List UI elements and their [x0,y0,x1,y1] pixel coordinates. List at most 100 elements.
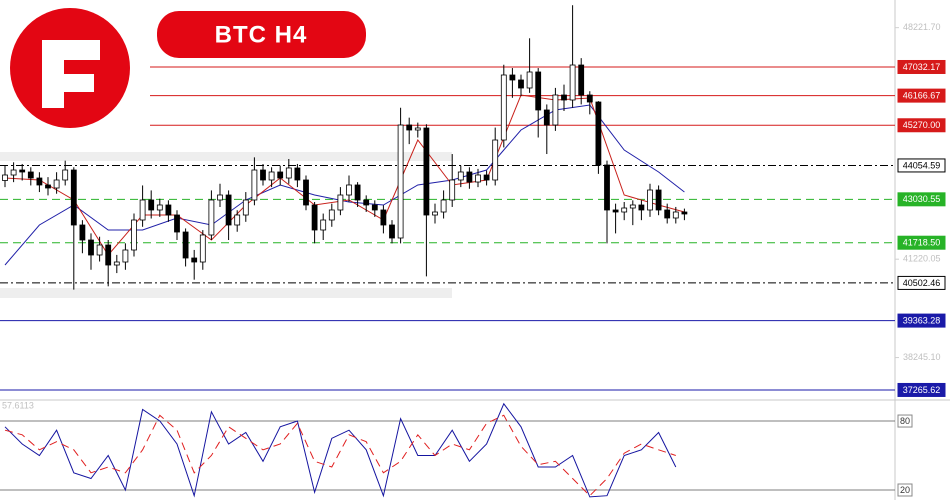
level-label: 45270.00 [903,120,941,130]
candle-body [492,139,499,181]
candle-body [586,94,593,103]
y-tick-label: 80 [900,416,910,426]
level-label: 40502.46 [903,278,941,288]
zone-band [0,152,452,161]
candle-body [131,219,137,251]
candle-body [27,171,34,179]
candle-body [191,257,198,263]
candle-body [277,171,284,179]
candle-body [165,204,172,216]
candle-body [122,249,129,263]
candle-body [96,244,103,256]
candle-body [681,211,688,215]
candle-body [440,199,447,213]
candle-body [406,124,413,131]
candle-body [174,214,180,233]
candle-body [260,169,266,181]
candle-body [655,189,662,211]
y-tick-label: 38245.10 [903,352,941,362]
candle-body [234,214,241,226]
candle-body [500,74,507,141]
candle-body [328,209,335,221]
candle-body [337,194,344,211]
candle-body [604,164,610,211]
candle-body [10,169,17,176]
oscillator-line [4,402,677,498]
candle-body [88,239,94,256]
candle-body [294,167,301,181]
level-label-box [897,275,946,290]
candle-body [371,204,378,211]
candle-body [156,204,163,211]
level-label: 37265.62 [903,385,941,395]
tick-box [897,414,913,428]
candle-body [552,94,559,126]
title-pill [157,11,366,58]
oscillator-line [4,414,676,497]
candle-body [363,199,370,206]
candle-body [414,127,421,131]
candle-body [36,177,43,186]
candle-body [561,94,567,101]
candle-body [397,124,404,239]
candle-body [509,74,516,81]
candle-body [595,101,602,166]
candle-body [672,211,679,219]
level-label-box [897,158,946,173]
indicator-value: 57.6113 [2,400,34,410]
candle-body [285,167,292,179]
level-label-box [897,382,946,397]
plot: 48221.70 41220.05 38245.10 47032.17 46166.67… [0,5,946,498]
candle-body [225,194,232,226]
logo-circle [10,8,130,128]
candle-body [79,224,86,241]
candle-body [320,219,327,231]
candle-body [664,209,671,219]
candle-body [217,194,223,201]
candle-body [139,199,146,221]
level-label-box [897,88,946,103]
candle-body [380,209,387,226]
candle-body [569,64,576,101]
candle-body [251,169,258,201]
candle-body [268,171,275,181]
candle-body [346,184,352,196]
candle-body [535,71,542,111]
candle-body [2,174,8,181]
level-label-box [897,235,946,250]
candle-body [449,179,456,201]
candle-body [629,204,636,209]
candle-body [19,169,26,173]
y-tick-label: 48221.70 [903,22,941,32]
zone-band [0,288,452,298]
y-tick-label: 20 [900,485,910,495]
candle-body [612,209,619,213]
candle-body [543,109,550,126]
level-label: 44054.59 [903,160,941,170]
candle-body [311,204,318,231]
candle-body [518,79,524,89]
candle-body [466,171,473,183]
level-label: 46166.67 [903,90,941,100]
candle-body [621,207,628,213]
candle-body [208,199,215,236]
level-label: 39363.28 [903,315,941,325]
candle-body [70,169,77,226]
y-tick-label: 41220.05 [903,254,941,264]
chart-title: BTC H4 [215,21,308,48]
candle-body [354,184,361,201]
level-label: 47032.17 [903,62,941,72]
level-label-box [897,192,946,207]
logo [10,8,130,128]
candle-body [432,211,438,216]
candle-body [105,244,112,266]
candle-body [182,231,189,259]
candle-body [578,64,585,96]
moving-average [4,104,685,266]
level-label-box [897,118,946,133]
candle-body [647,189,653,211]
candle-body [483,174,490,181]
